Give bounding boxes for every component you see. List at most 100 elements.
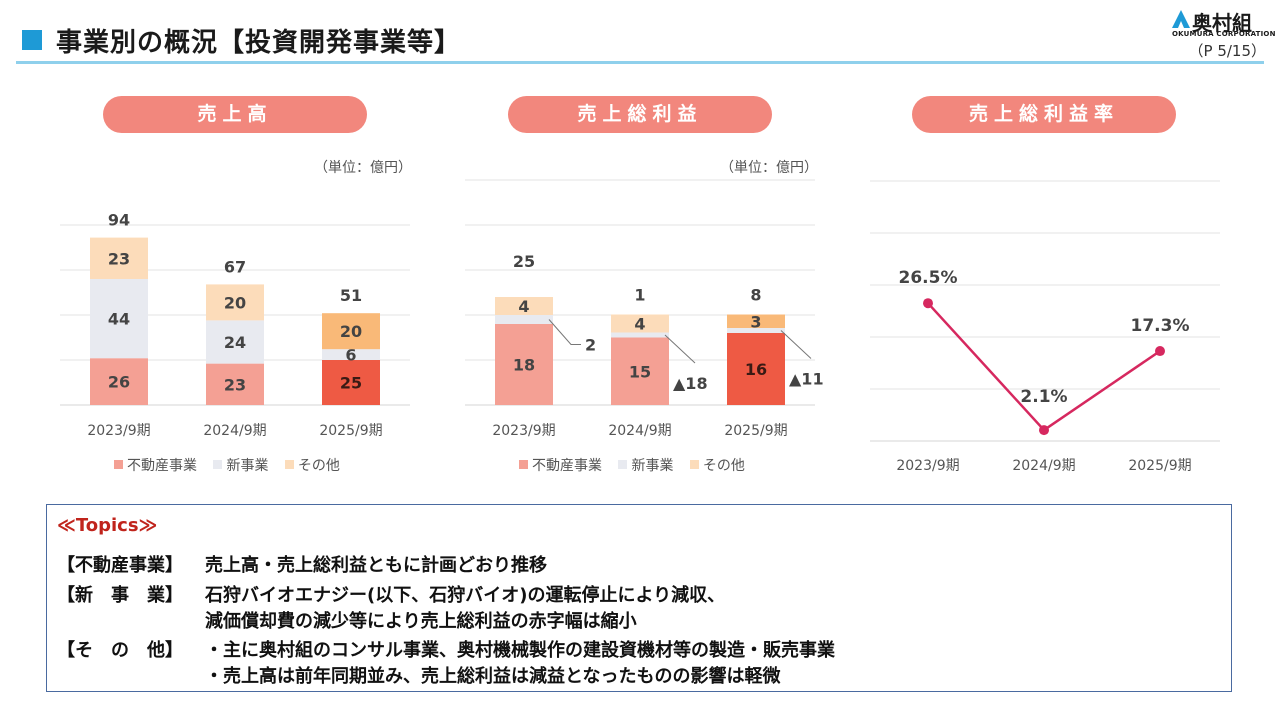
x-tick-label: 2025/9期 bbox=[319, 423, 382, 439]
bar-segment bbox=[322, 360, 380, 405]
legend-item-other: その他 bbox=[284, 455, 340, 475]
bar-segment bbox=[90, 279, 148, 359]
bar-data-label: ▲18 bbox=[673, 374, 708, 393]
topic-text: 石狩バイオエナジー(以下、石狩バイオ)の運転停止により減収、 bbox=[205, 585, 726, 606]
bar-data-label: 26 bbox=[108, 373, 130, 392]
topics-box: ≪Topics≫ 【不動産事業】 売上高・売上総利益ともに計画どおり推移 【新 … bbox=[46, 504, 1232, 692]
bar-segment bbox=[727, 314, 785, 328]
bar-data-label: 20 bbox=[340, 322, 362, 341]
bar-data-label: 4 bbox=[518, 297, 529, 316]
title-marker bbox=[22, 30, 42, 50]
legend-label: その他 bbox=[702, 458, 745, 474]
bar-data-label: 44 bbox=[108, 310, 130, 329]
point-data-label: 17.3% bbox=[1131, 316, 1190, 336]
legend-item-new-business: 新事業 bbox=[618, 455, 673, 475]
legend-swatch bbox=[114, 459, 123, 469]
legend-item-other: その他 bbox=[689, 455, 745, 475]
bar-total-label: 51 bbox=[340, 286, 362, 305]
margin-line bbox=[927, 302, 1161, 432]
title-divider bbox=[16, 61, 1264, 64]
leader-line bbox=[664, 334, 696, 364]
bar-data-label: 18 bbox=[513, 356, 535, 375]
margin-panel-title: 売上総利益率 bbox=[912, 96, 1176, 133]
x-tick-label: 2024/9期 bbox=[1012, 458, 1075, 474]
x-tick-label: 2024/9期 bbox=[203, 423, 266, 439]
bar-total-label: 67 bbox=[224, 257, 246, 276]
bar-segment bbox=[206, 363, 264, 405]
bar-segment bbox=[495, 297, 553, 315]
bar-segment bbox=[206, 320, 264, 364]
bar-segment bbox=[90, 358, 148, 405]
bar-segment bbox=[90, 237, 148, 279]
topic-label-other: 【そ の 他】 bbox=[57, 640, 183, 661]
page-number: （P 5/15） bbox=[1188, 42, 1267, 60]
bar-data-label: 25 bbox=[340, 374, 362, 393]
bar-segment bbox=[727, 328, 785, 333]
line-point bbox=[1039, 425, 1049, 436]
sales-panel-title: 売上高 bbox=[103, 96, 367, 133]
bar-segment bbox=[727, 333, 785, 405]
bar-segment bbox=[322, 313, 380, 350]
bar-data-label: 20 bbox=[224, 293, 246, 312]
x-tick-label: 2023/9期 bbox=[896, 458, 959, 474]
legend-label: 新事業 bbox=[631, 458, 674, 474]
bar-segment bbox=[322, 349, 380, 360]
topic-text: ・主に奥村組のコンサル事業、奥村機械製作の建設資機材等の製造・販売事業 bbox=[205, 640, 835, 661]
logo-name: 奥村組 bbox=[1192, 11, 1252, 35]
topics-heading: ≪Topics≫ bbox=[57, 515, 158, 536]
x-tick-label: 2025/9期 bbox=[1128, 458, 1191, 474]
gross-profit-unit: （単位：億円） bbox=[720, 160, 818, 176]
bar-total-label: 8 bbox=[750, 286, 761, 305]
bar-data-label: 23 bbox=[224, 375, 246, 394]
legend-label: 不動産事業 bbox=[127, 458, 197, 474]
line-point bbox=[923, 298, 933, 309]
legend-label: 新事業 bbox=[226, 458, 269, 474]
legend-label: その他 bbox=[297, 458, 340, 474]
legend-item-real-estate: 不動産事業 bbox=[114, 455, 197, 475]
x-tick-label: 2025/9期 bbox=[724, 423, 787, 439]
x-tick-label: 2024/9期 bbox=[608, 423, 671, 439]
topic-text: 減価償却費の減少等により売上総利益の赤字幅は縮小 bbox=[205, 611, 637, 632]
bar-segment bbox=[495, 315, 553, 324]
topic-label-real-estate: 【不動産事業】 bbox=[57, 555, 183, 576]
leader-line bbox=[780, 330, 812, 359]
company-logo: 奥村組 OKUMURA CORPORATION bbox=[1172, 8, 1275, 38]
topic-text: 売上高・売上総利益ともに計画どおり推移 bbox=[205, 555, 547, 576]
logo-english: OKUMURA CORPORATION bbox=[1172, 30, 1276, 38]
bar-total-label: 1 bbox=[634, 286, 645, 305]
line-point bbox=[1155, 346, 1165, 357]
point-data-label: 26.5% bbox=[899, 268, 958, 288]
x-tick-label: 2023/9期 bbox=[87, 423, 150, 439]
leader-line bbox=[548, 319, 581, 345]
bar-data-label: 16 bbox=[745, 360, 767, 379]
topic-text: ・売上高は前年同期並み、売上総利益は減益となったものの影響は軽微 bbox=[205, 666, 781, 687]
bar-data-label: 24 bbox=[224, 333, 246, 352]
sales-unit: （単位：億円） bbox=[314, 160, 412, 176]
bar-data-label: 6 bbox=[345, 346, 356, 365]
legend-swatch bbox=[519, 459, 528, 469]
point-data-label: 2.1% bbox=[1020, 387, 1067, 407]
charts-canvas: 264423942023/9期232420672024/9期2562051202… bbox=[60, 179, 1220, 474]
x-tick-label: 2023/9期 bbox=[492, 423, 555, 439]
bar-segment bbox=[495, 324, 553, 405]
bar-segment bbox=[611, 337, 669, 405]
sales-legend: 不動産事業 新事業 その他 bbox=[114, 455, 352, 475]
gross-profit-legend: 不動産事業 新事業 その他 bbox=[519, 455, 757, 475]
bar-data-label: 2 bbox=[585, 336, 596, 355]
topic-label-new-business: 【新 事 業】 bbox=[57, 585, 183, 606]
gross-profit-panel-title: 売上総利益 bbox=[508, 96, 772, 133]
bar-segment bbox=[206, 284, 264, 321]
legend-item-real-estate: 不動産事業 bbox=[519, 455, 602, 475]
legend-swatch bbox=[284, 459, 294, 469]
legend-swatch bbox=[213, 459, 223, 469]
bar-data-label: ▲11 bbox=[789, 370, 824, 389]
bar-total-label: 94 bbox=[108, 211, 130, 230]
bar-segment bbox=[611, 314, 669, 333]
bar-data-label: 4 bbox=[634, 315, 645, 334]
legend-label: 不動産事業 bbox=[532, 458, 602, 474]
bar-data-label: 23 bbox=[108, 249, 130, 268]
bar-data-label: 15 bbox=[629, 362, 651, 381]
legend-swatch bbox=[689, 459, 699, 469]
legend-item-new-business: 新事業 bbox=[213, 455, 268, 475]
bar-segment bbox=[611, 332, 669, 338]
